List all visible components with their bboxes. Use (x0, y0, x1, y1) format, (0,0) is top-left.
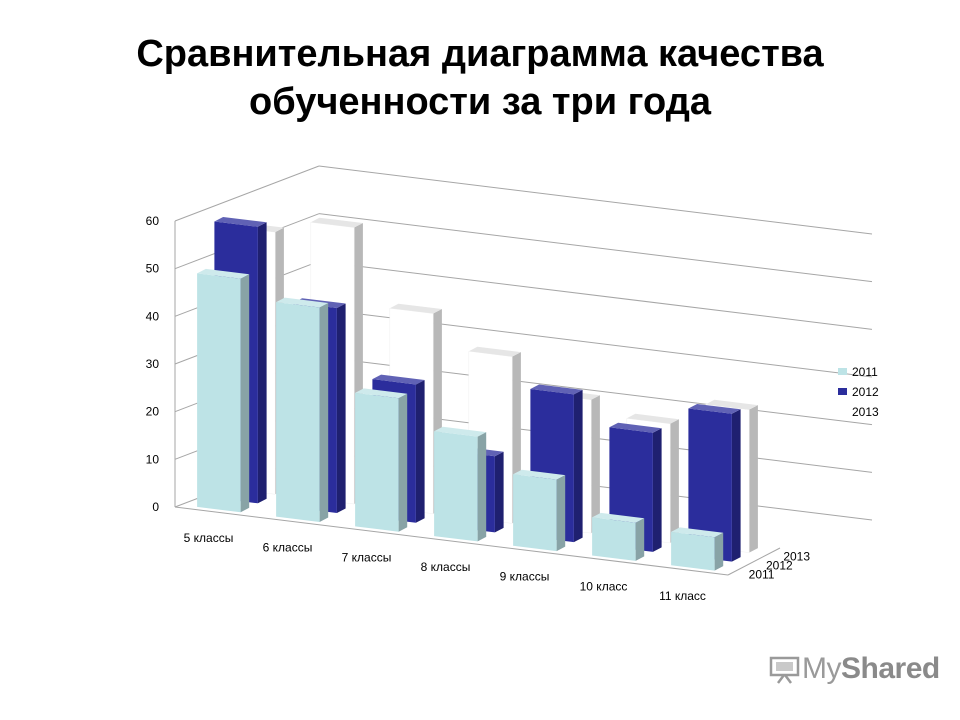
bar-side-face (749, 405, 758, 553)
bar-top-face (626, 413, 679, 424)
bar-side-face (556, 475, 566, 552)
depth-tick-label: 2013 (783, 550, 810, 564)
legend: 2011 2012 2013 (837, 365, 879, 419)
projector-icon (769, 656, 800, 684)
y-tick-label: 60 (146, 214, 160, 228)
bar-front-face (276, 302, 320, 522)
x-tick-label: 6 классы (263, 541, 313, 555)
chart-title-line1: Сравнительная диаграмма качества (136, 33, 824, 75)
bar-side-face (573, 389, 583, 543)
bar-front-face (434, 431, 478, 542)
bar-side-face (670, 419, 679, 543)
chart-title: Сравнительная диаграмма качества обученн… (40, 30, 920, 126)
y-tick-labels: 0 10 20 30 40 50 60 (146, 214, 160, 514)
bar (688, 404, 741, 562)
bar-side-face (319, 303, 329, 522)
bar-front-face (688, 408, 732, 562)
bar-top-face (372, 374, 425, 385)
bar-side-face (714, 532, 724, 571)
bar (355, 388, 408, 532)
depth-tick-label: 2012 (766, 559, 793, 573)
bar-top-face (513, 469, 566, 480)
bar-top-face (310, 217, 363, 228)
watermark-suffix: Shared (841, 652, 940, 685)
bar-top-face (609, 422, 662, 433)
bar (513, 469, 566, 552)
legend-swatch (838, 368, 847, 375)
bar-top-face (688, 404, 741, 414)
legend-swatch (837, 407, 848, 416)
depth-tick-label: 2011 (749, 568, 775, 582)
bar-side-face (240, 274, 250, 513)
bar-side-face (635, 518, 645, 561)
bar (434, 426, 487, 542)
bar-front-face (197, 273, 241, 513)
gridline (318, 260, 873, 330)
y-tick-label: 30 (146, 357, 160, 371)
y-tick-label: 50 (146, 262, 160, 276)
bar (671, 527, 724, 571)
x-tick-label: 5 классы (184, 531, 234, 545)
bars (197, 217, 758, 571)
y-tick-label: 20 (146, 405, 160, 419)
bar-side-face (494, 451, 504, 533)
watermark-text: MyShared (802, 652, 940, 686)
bar-side-face (652, 428, 662, 552)
bar-front-face (592, 517, 636, 561)
bar-top-face (276, 297, 329, 308)
x-tick-label: 9 классы (500, 570, 550, 584)
depth-axis-line (727, 547, 781, 576)
bar-top-face (434, 426, 487, 437)
bar-side-face (415, 380, 425, 523)
y-tick-label: 10 (146, 452, 160, 466)
x-tick-label: 11 класс (659, 589, 706, 603)
bar-side-face (591, 395, 600, 534)
y-tick-label: 0 (152, 500, 159, 514)
gridline-side (174, 165, 320, 222)
bar-top-face (705, 399, 758, 410)
bar-top-face (197, 268, 250, 279)
bar-side-face (731, 409, 741, 562)
gridline (318, 165, 873, 235)
bar-side-face (398, 393, 408, 532)
bar-front-face (513, 474, 557, 552)
bar-top-face (592, 512, 645, 523)
legend-label: 2013 (852, 405, 879, 419)
bar-side-face (336, 303, 346, 513)
bar-top-face (355, 388, 408, 399)
x-tick-labels: 5 классы 6 классы 7 классы 8 классы 9 классы… (184, 531, 706, 603)
bar (197, 268, 250, 513)
bar-top-face (389, 303, 442, 314)
legend-label: 2011 (852, 365, 878, 379)
bar-top-face (214, 217, 267, 227)
bar-top-face (468, 346, 521, 357)
legend-label: 2012 (852, 385, 879, 399)
floor (174, 506, 781, 576)
watermark-logo: MyShared (768, 652, 940, 686)
bar-top-face (530, 384, 583, 395)
bar-side-face (257, 222, 267, 504)
x-tick-label: 7 классы (342, 550, 392, 564)
bar (276, 297, 329, 522)
x-tick-label: 8 классы (421, 560, 471, 574)
chart-title-line2: обученности за три года (249, 81, 711, 123)
bar-top-face (671, 527, 724, 538)
x-tick-label: 10 класс (580, 579, 628, 593)
series-2011 (197, 268, 724, 571)
watermark-prefix: My (802, 652, 842, 685)
legend-swatch (838, 388, 847, 395)
bar-front-face (355, 392, 399, 532)
bar-front-face (671, 531, 715, 571)
bar (592, 512, 645, 561)
x-axis-line (174, 506, 729, 576)
y-tick-label: 40 (146, 309, 160, 323)
gridline (318, 213, 873, 283)
bar-side-face (477, 432, 487, 542)
